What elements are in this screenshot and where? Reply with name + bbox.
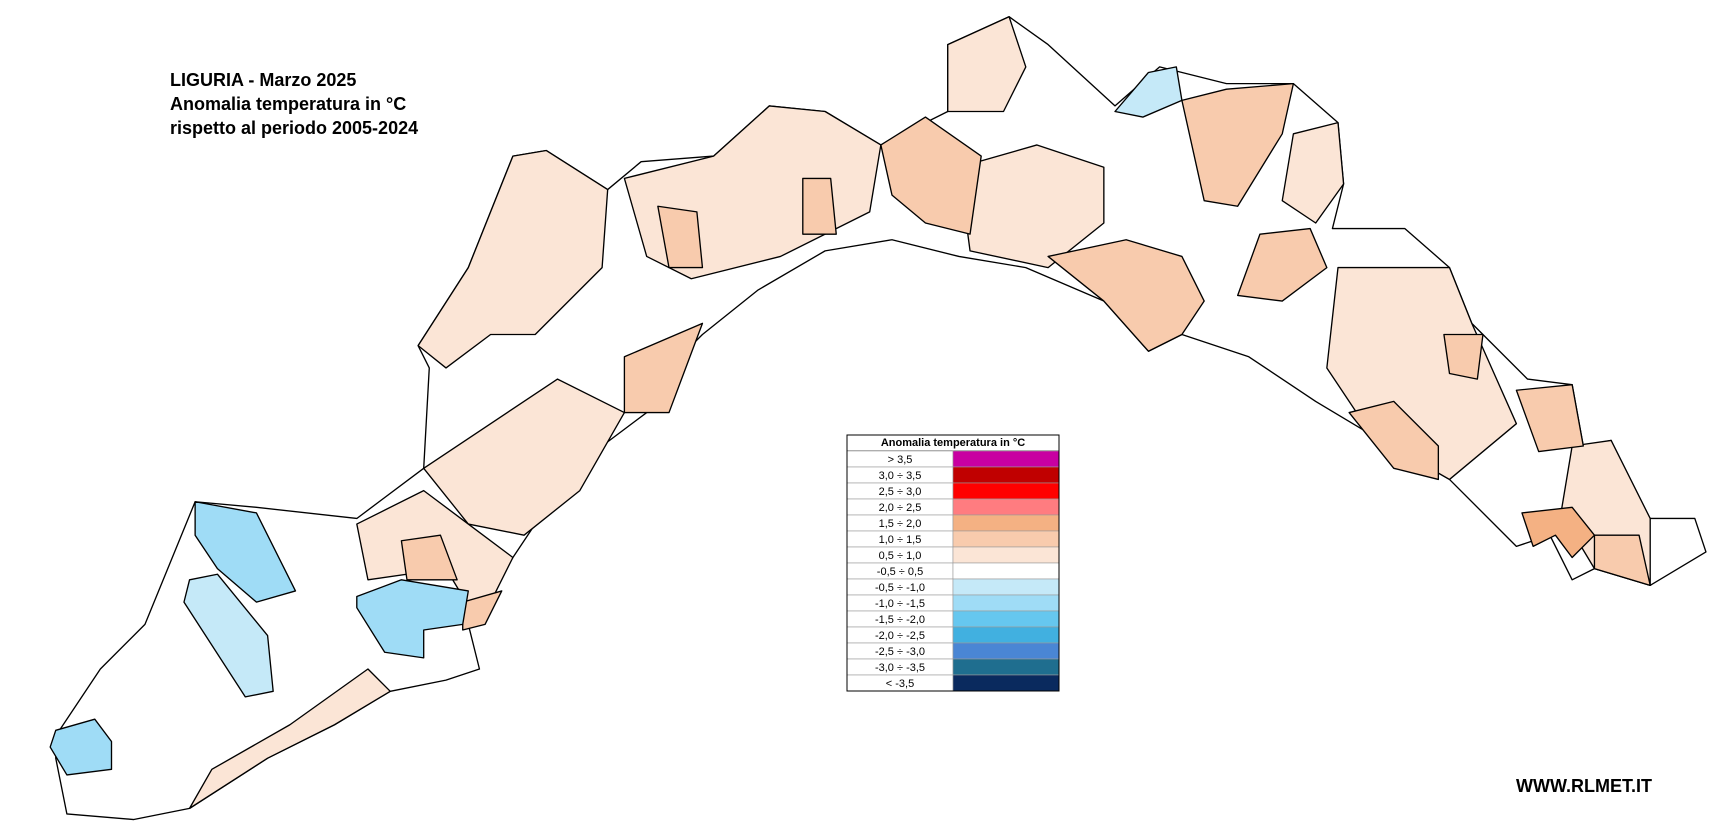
zone: [947, 16, 1027, 113]
zone: [880, 116, 982, 235]
zones-1-0-1-5: [400, 82, 1651, 631]
zone: [183, 573, 274, 698]
zone: [958, 144, 1105, 269]
legend-swatch: [952, 466, 1060, 484]
zone: [1593, 534, 1651, 587]
zone: [1181, 82, 1295, 207]
legend-label: -2,5 ÷ -3,0: [875, 646, 925, 658]
legend-label: 3,0 ÷ 3,5: [879, 470, 922, 482]
legend-label: 1,0 ÷ 1,5: [879, 534, 922, 546]
legend-swatch: [952, 594, 1060, 612]
legend-border: [846, 434, 1060, 692]
zone: [356, 579, 469, 659]
legend-swatch: [952, 514, 1060, 532]
zone-1-5-2-0: [1521, 506, 1596, 559]
zone: [417, 149, 609, 369]
legend: Anomalia temperatura in °C > 3,5 3,0 ÷ 3,…: [846, 434, 1060, 692]
zone: [657, 205, 704, 269]
title: LIGURIA - Marzo 2025: [170, 70, 356, 90]
watermark: WWW.RLMET.IT: [1516, 776, 1652, 796]
zone: [1515, 384, 1584, 453]
zone: [49, 718, 113, 776]
legend-swatch: [952, 610, 1060, 628]
legend-swatch: [952, 658, 1060, 676]
subtitle: Anomalia temperatura in °C: [170, 94, 406, 114]
legend-swatch: [952, 578, 1060, 596]
legend-swatch: [952, 642, 1060, 660]
legend-label: -1,5 ÷ -2,0: [875, 614, 925, 626]
zones-0-5-1-0: [188, 16, 1651, 810]
legend-title: Anomalia temperatura in °C: [881, 437, 1025, 449]
zone: [1348, 400, 1440, 481]
legend-swatch: [952, 482, 1060, 500]
zone: [400, 534, 458, 581]
zone: [1281, 121, 1345, 224]
zone: [1443, 333, 1484, 380]
zone: [188, 668, 391, 810]
legend-label: 1,5 ÷ 2,0: [879, 518, 922, 530]
legend-swatch: [952, 530, 1060, 548]
liguria-map: [49, 16, 1707, 821]
legend-swatch: [952, 546, 1060, 564]
legend-label: -2,0 ÷ -2,5: [875, 630, 925, 642]
legend-swatch: [952, 450, 1060, 468]
legend-label: -0,5 ÷ -1,0: [875, 582, 925, 594]
zone: [802, 177, 837, 235]
zone: [1114, 66, 1183, 118]
period: rispetto al periodo 2005-2024: [170, 118, 418, 138]
zone: [194, 501, 297, 603]
legend-label: > 3,5: [888, 454, 913, 466]
legend-swatch: [952, 674, 1060, 692]
legend-label: -3,0 ÷ -3,5: [875, 662, 925, 674]
legend-label: < -3,5: [886, 678, 914, 690]
zone: [623, 322, 704, 414]
legend-swatch: [952, 562, 1060, 580]
legend-label: -0,5 ÷ 0,5: [877, 566, 923, 578]
zone: [623, 105, 882, 280]
zone: [1236, 227, 1328, 302]
legend-label: 2,5 ÷ 3,0: [879, 486, 922, 498]
legend-label: 2,0 ÷ 2,5: [879, 502, 922, 514]
legend-label: 0,5 ÷ 1,0: [879, 550, 922, 562]
legend-swatch: [952, 498, 1060, 516]
zone: [1047, 239, 1205, 352]
legend-swatch: [952, 626, 1060, 644]
legend-label: -1,0 ÷ -1,5: [875, 598, 925, 610]
zones-negative: [49, 66, 1183, 776]
